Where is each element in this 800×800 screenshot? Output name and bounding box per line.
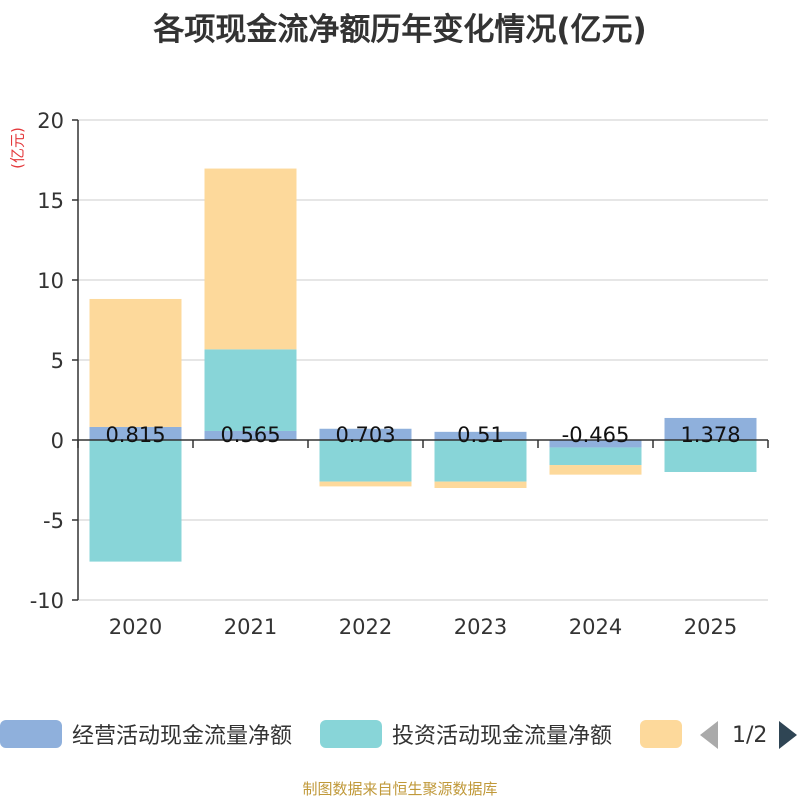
x-tick-label: 2020 xyxy=(109,615,162,639)
bar-segment xyxy=(319,428,412,440)
data-label: -0.465 xyxy=(562,423,630,447)
data-label: 0.815 xyxy=(105,423,165,447)
y-tick-label: 5 xyxy=(51,349,64,373)
bar-segment xyxy=(204,430,297,440)
legend-item-investing[interactable]: 投资活动现金流量净额 xyxy=(320,716,612,752)
legend-pager: 1/2 xyxy=(700,718,798,752)
bar-segment xyxy=(664,417,757,440)
bar-segment xyxy=(434,431,527,440)
bar-segment xyxy=(434,481,527,488)
pager-next-icon[interactable] xyxy=(779,721,798,749)
legend-label-operating: 经营活动现金流量净额 xyxy=(72,724,293,749)
y-tick-label: 20 xyxy=(37,109,64,133)
bar-segment xyxy=(89,440,182,562)
y-tick-label: 15 xyxy=(37,189,64,213)
x-tick-label: 2025 xyxy=(684,615,737,639)
chart-title: 各项现金流净额历年变化情况(亿元) xyxy=(153,12,647,48)
data-label: 1.378 xyxy=(680,423,740,447)
bar-segment xyxy=(204,168,297,350)
legend-item-operating[interactable]: 经营活动现金流量净额 xyxy=(0,716,292,752)
y-tick-label: 0 xyxy=(51,429,64,453)
bar-segment xyxy=(549,465,642,475)
bar-segment xyxy=(664,440,757,472)
y-tick-label: -5 xyxy=(43,509,64,533)
bar-segment xyxy=(89,426,182,440)
data-label: 0.565 xyxy=(220,423,280,447)
bar-segment xyxy=(319,481,412,487)
legend-swatch-investing xyxy=(320,720,382,748)
pager-text: 1/2 xyxy=(732,722,768,748)
bar-segment xyxy=(89,298,182,427)
legend-item-financing[interactable] xyxy=(640,716,692,752)
bar-segment xyxy=(319,440,412,482)
bar-segment xyxy=(549,447,642,466)
bar-segment xyxy=(434,440,527,482)
data-label: 0.51 xyxy=(457,423,504,447)
y-tick-label: -10 xyxy=(30,589,64,613)
bar-segment xyxy=(549,440,642,448)
legend-label-investing: 投资活动现金流量净额 xyxy=(392,724,613,749)
x-tick-label: 2021 xyxy=(224,615,277,639)
x-tick-label: 2023 xyxy=(454,615,507,639)
x-tick-label: 2024 xyxy=(569,615,622,639)
data-label: 0.703 xyxy=(335,423,395,447)
bar-segment xyxy=(204,349,297,431)
pager-prev-icon[interactable] xyxy=(700,721,718,749)
legend: 经营活动现金流量净额 投资活动现金流量净额 1/2 xyxy=(0,716,800,756)
x-tick-label: 2022 xyxy=(339,615,392,639)
legend-swatch-financing xyxy=(640,720,682,748)
legend-swatch-operating xyxy=(0,720,62,748)
source-footer: 制图数据来自恒生聚源数据库 xyxy=(302,780,498,798)
y-tick-label: 10 xyxy=(37,269,64,293)
